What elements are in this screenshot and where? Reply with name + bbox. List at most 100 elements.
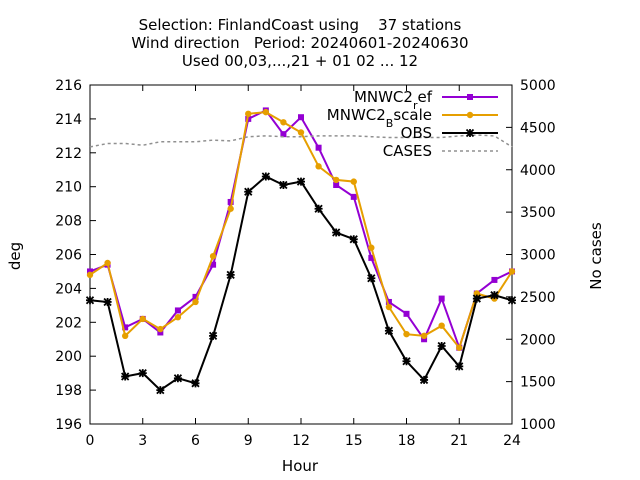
legend-label-main: CASES	[383, 142, 432, 160]
data-point-star-lines	[349, 235, 358, 244]
data-point-obs	[455, 362, 464, 371]
data-point-star-lines	[367, 274, 376, 283]
x-tick-label: 9	[244, 433, 253, 449]
data-point-star-lines	[465, 128, 475, 138]
data-point-obs	[367, 274, 376, 283]
y-axis-title: deg	[6, 242, 24, 270]
y-tick-label: 210	[55, 180, 82, 196]
legend-label-mnwc2-ref: MNWC2ref	[354, 88, 433, 112]
data-point-star-lines	[103, 297, 112, 307]
legend-item-mnwc2-bscale: MNWC2Bscale	[327, 106, 498, 130]
series-mnwc2-ref	[87, 107, 515, 351]
legend-item-obs: OBS	[401, 124, 498, 142]
data-point-mnwc2-ref	[333, 182, 340, 189]
data-point-obs	[103, 297, 112, 307]
data-point-mnwc2-bscale	[209, 252, 217, 260]
legend-label-mnwc2-bscale: MNWC2Bscale	[327, 106, 432, 130]
data-point-star-lines	[437, 341, 446, 351]
data-point-star-lines	[419, 375, 429, 385]
legend-item-mnwc2-ref: MNWC2ref	[354, 88, 498, 112]
data-point-mnwc2-bscale	[403, 330, 410, 338]
plot-area	[89, 84, 513, 425]
data-point-mnwc2-ref	[315, 144, 322, 151]
series-line-obs	[89, 175, 513, 392]
data-point-star-lines	[472, 294, 481, 303]
y2-tick-label: 1000	[520, 417, 556, 433]
data-point-mnwc2-bscale	[385, 303, 393, 311]
data-point-obs	[208, 331, 218, 340]
x-tick-label: 0	[86, 433, 95, 449]
data-point-mnwc2-bscale	[280, 119, 287, 126]
data-point-star-lines	[455, 362, 464, 371]
y2-tick-label: 4000	[520, 163, 556, 179]
legend-label-main: MNWC2	[327, 106, 386, 124]
data-point-obs	[156, 385, 165, 395]
data-point-star-lines	[314, 204, 323, 213]
series-mnwc2-bscale	[86, 108, 516, 351]
data-point-mnwc2-bscale	[297, 129, 305, 136]
data-point-star-lines	[384, 326, 394, 335]
data-point-mnwc2-bscale	[420, 332, 428, 340]
data-point-mnwc2-bscale	[121, 332, 129, 340]
y2-tick-label: 2500	[520, 290, 556, 306]
data-point-mnwc2-ref	[157, 329, 164, 336]
x-tick-label: 6	[191, 433, 200, 449]
x-tick-label: 3	[138, 433, 147, 449]
legend-marker-obs	[465, 128, 475, 138]
data-point-star-lines	[208, 331, 218, 340]
y-tick-label: 206	[55, 248, 82, 264]
data-point-mnwc2-bscale	[473, 290, 481, 297]
title-line-1: Selection: FinlandCoast using 37 station…	[139, 16, 462, 34]
data-point-star-lines	[138, 369, 147, 378]
data-point-obs	[490, 291, 499, 300]
y-tick-label: 212	[55, 146, 82, 162]
data-point-star-lines	[402, 357, 411, 366]
x-axis-title: Hour	[282, 457, 319, 475]
data-point-mnwc2-ref	[491, 276, 498, 283]
data-point-obs	[173, 374, 183, 383]
data-point-star-lines	[296, 177, 306, 186]
data-point-mnwc2-bscale	[508, 268, 516, 275]
legend-label-main: OBS	[401, 124, 432, 142]
series-cases	[89, 134, 513, 148]
title-line-3: Used 00,03,...,21 + 01 02 ... 12	[182, 52, 418, 70]
data-point-mnwc2-ref	[122, 324, 129, 331]
y2-tick-label: 2000	[520, 332, 556, 348]
data-point-obs	[472, 294, 481, 303]
data-point-obs	[244, 187, 253, 196]
data-point-mnwc2-ref	[210, 261, 217, 268]
y-tick-label: 196	[55, 417, 82, 433]
x-tick-label: 24	[503, 433, 521, 449]
y-tick-label: 198	[55, 383, 82, 399]
data-point-obs	[332, 228, 341, 237]
legend-label-cases: CASES	[383, 142, 432, 160]
y2-tick-label: 4500	[520, 120, 556, 136]
y-tick-label: 216	[55, 78, 82, 94]
y2-tick-label: 5000	[520, 78, 556, 94]
y2-tick-label: 1500	[520, 375, 556, 391]
data-point-mnwc2-bscale	[139, 315, 146, 323]
data-point-obs	[402, 357, 411, 366]
data-point-mnwc2-bscale	[227, 205, 234, 212]
data-point-mnwc2-bscale	[245, 110, 252, 118]
data-point-star-lines	[191, 379, 200, 388]
data-point-star-lines	[507, 296, 517, 305]
legend-label-obs: OBS	[401, 124, 432, 142]
data-point-mnwc2-bscale	[456, 344, 463, 351]
data-point-obs	[279, 180, 288, 190]
x-tick-label: 12	[292, 433, 310, 449]
data-point-mnwc2-bscale	[315, 163, 322, 170]
data-point-star-lines	[121, 372, 130, 381]
data-point-star-lines	[173, 374, 183, 383]
data-point-mnwc2-ref	[368, 254, 375, 261]
legend-label-tail: ef	[417, 88, 432, 106]
title-line-2: Wind direction Period: 20240601-20240630	[131, 34, 468, 52]
data-point-mnwc2-bscale	[192, 298, 199, 306]
data-point-mnwc2-bscale	[332, 176, 340, 184]
data-point-obs	[437, 341, 446, 351]
data-point-star-lines	[279, 180, 288, 190]
data-point-mnwc2-ref	[227, 198, 234, 205]
